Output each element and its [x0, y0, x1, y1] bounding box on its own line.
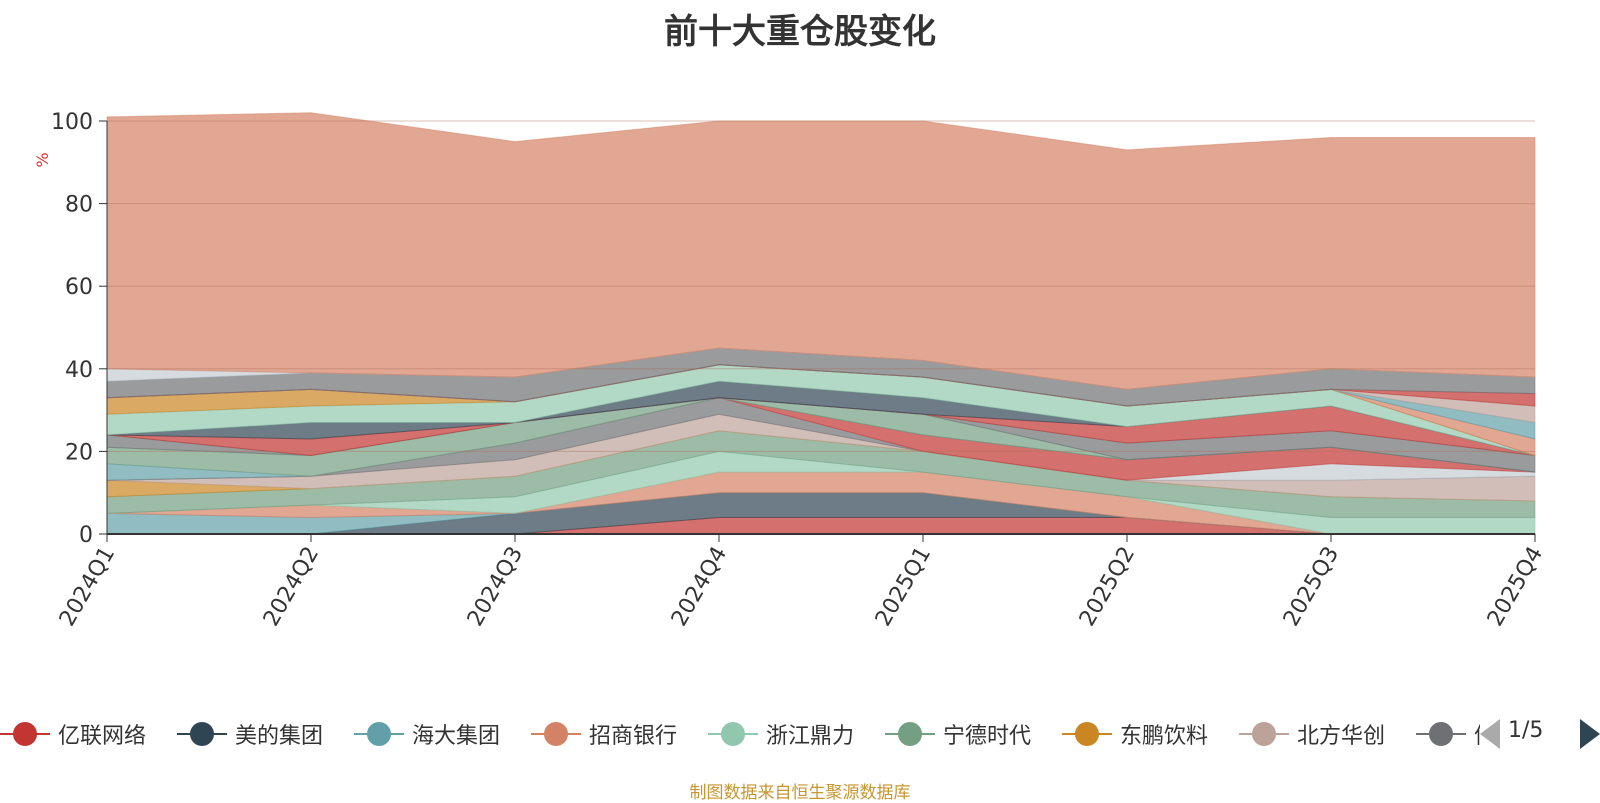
legend-label: 亿联网络 [58, 724, 147, 749]
legend-item[interactable]: 东鹏饮料 [1062, 714, 1208, 754]
x-tick-label: 2024Q1 [55, 543, 120, 631]
legend-marker-icon [177, 721, 227, 747]
legend-marker-icon [708, 721, 758, 747]
legend-item[interactable]: 宁德时代 [885, 714, 1031, 754]
x-tick-label: 2025Q4 [1483, 543, 1548, 631]
legend-item[interactable]: 信 [1416, 714, 1480, 754]
legend-marker-icon [1416, 721, 1466, 747]
legend-label: 海大集团 [412, 724, 501, 749]
legend-prev-page-icon[interactable] [1480, 719, 1500, 749]
legend-item[interactable]: 招商银行 [531, 714, 677, 754]
legend-item[interactable]: 浙江鼎力 [708, 714, 854, 754]
legend-label: 招商银行 [589, 724, 678, 749]
legend-item[interactable]: 海大集团 [354, 714, 500, 754]
legend-item[interactable]: 美的集团 [177, 714, 323, 754]
legend-item[interactable]: 北方华创 [1239, 714, 1385, 754]
legend-marker-icon [885, 721, 935, 747]
x-tick-label: 2025Q3 [1279, 543, 1344, 631]
legend-marker-icon [0, 721, 50, 747]
legend-pager: 1/5 [1480, 716, 1600, 756]
area-series-24 [106, 112, 1536, 390]
legend-label: 浙江鼎力 [766, 724, 855, 749]
legend-label: 宁德时代 [943, 724, 1032, 749]
y-tick-label: 20 [65, 440, 93, 465]
legend-page-indicator: 1/5 [1508, 718, 1544, 743]
legend-item[interactable]: 亿联网络 [0, 714, 146, 754]
source-note: 制图数据来自恒生聚源数据库 [689, 783, 911, 803]
y-tick-label: 100 [51, 110, 93, 135]
legend-marker-icon [531, 721, 581, 747]
legend-marker-icon [1239, 721, 1289, 747]
x-tick-label: 2025Q1 [871, 543, 936, 631]
y-axis-unit-label: % [33, 152, 52, 167]
legend-label: 信 [1474, 718, 1480, 750]
legend-marker-icon [1062, 721, 1112, 747]
legend-label: 东鹏饮料 [1120, 724, 1209, 749]
y-tick-label: 80 [65, 193, 93, 218]
x-tick-label: 2024Q3 [463, 543, 528, 631]
y-tick-label: 40 [65, 358, 93, 383]
x-tick-label: 2024Q4 [667, 543, 732, 631]
chart-title: 前十大重仓股变化 [664, 12, 936, 52]
legend-label: 北方华创 [1297, 724, 1386, 749]
legend-label: 美的集团 [235, 724, 324, 749]
legend: 亿联网络 美的集团 海大集团 招商银行 浙江鼎力 宁德时代 东鹏饮料 北方华创 信 [0, 714, 1480, 754]
y-tick-label: 60 [65, 275, 93, 300]
x-tick-label: 2024Q2 [259, 543, 324, 631]
legend-next-page-icon[interactable] [1580, 719, 1600, 749]
x-tick-label: 2025Q2 [1075, 543, 1140, 631]
y-tick-label: 0 [79, 523, 93, 548]
legend-marker-icon [354, 721, 404, 747]
